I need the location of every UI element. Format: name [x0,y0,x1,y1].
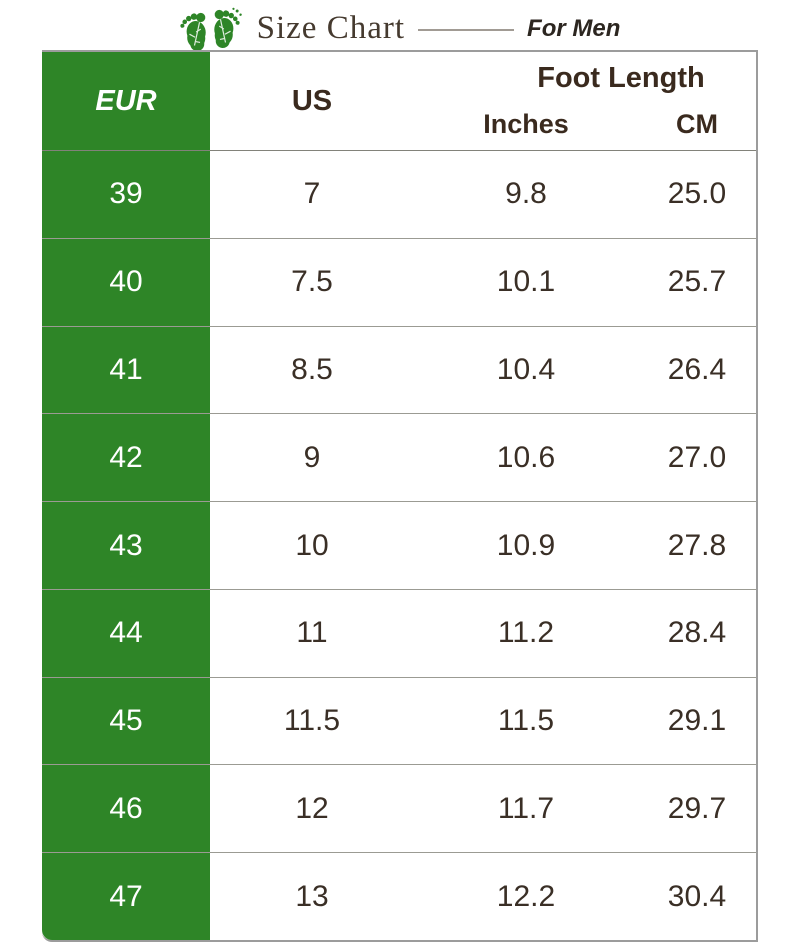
value-cell: 10 [295,528,329,562]
column-group-foot-length: Foot Length Inches CM [414,52,756,150]
value-cell: 7.5 [291,265,333,299]
table-row: 43 10 10.9 27.8 [42,501,756,589]
value-cell: 9.8 [505,177,547,211]
page-title: Size Chart [256,9,406,46]
column-header-foot-length: Foot Length [537,62,705,94]
column-header-inches: Inches [483,109,569,139]
value-cell: 27.8 [667,528,727,562]
value-cell: 12.2 [496,879,556,913]
table-row: 40 7.5 10.1 25.7 [42,237,756,326]
value-cell: 29.1 [667,704,727,738]
value-cell: 7 [303,177,321,211]
value-cell: 29.7 [667,791,727,825]
page-header: Size Chart For Men [0,0,800,56]
value-cell: 25.0 [667,177,727,211]
eur-size-cell: 44 [42,589,210,677]
value-cell: 30.4 [667,879,727,913]
eur-size-cell: 46 [42,765,210,853]
value-cell: 11.5 [283,704,341,738]
eur-size-cell: 45 [42,677,210,765]
value-cell: 10.9 [496,528,556,562]
footprints-icon [180,7,242,51]
value-cell: 12 [295,791,329,825]
table-row: 45 11.5 11.5 29.1 [42,676,756,765]
eur-size-cell: 41 [42,326,210,414]
table-header-row: EUR US Foot Length Inches CM [42,52,756,150]
audience-label: For Men [527,15,621,42]
value-cell: 10.6 [496,440,556,474]
eur-size-cell: 42 [42,414,210,502]
eur-size-cell: 39 [42,151,210,238]
value-cell: 9 [303,440,321,474]
table-body: 39 7 9.8 25.0 40 7.5 10.1 25.7 41 8.5 10.4 26.4 42 9 1… [42,150,756,941]
value-cell: 8.5 [291,352,333,386]
table-row: 46 12 11.7 29.7 [42,764,756,853]
value-cell: 28.4 [667,616,727,650]
value-cell: 11.7 [497,791,555,825]
value-cell: 11.5 [497,704,555,738]
value-cell: 13 [295,879,329,913]
column-header-eur: EUR [42,52,210,150]
value-cell: 11.2 [497,616,555,650]
column-header-us: US [291,84,333,117]
eur-size-cell: 43 [42,502,210,589]
value-cell: 10.4 [496,352,556,386]
foot-length-subheaders: Inches CM [414,101,756,147]
eur-size-cell: 40 [42,238,210,326]
value-cell: 11 [296,616,328,650]
table-row: 41 8.5 10.4 26.4 [42,325,756,414]
value-cell: 27.0 [667,440,727,474]
table-row: 42 9 10.6 27.0 [42,413,756,502]
column-header-cm: CM [676,109,718,139]
title-divider [418,29,515,31]
eur-size-cell: 47 [42,853,210,941]
size-table: EUR US Foot Length Inches CM 39 7 9.8 25.0 4… [42,50,758,942]
value-cell: 26.4 [667,352,727,386]
table-row: 44 11 11.2 28.4 [42,588,756,677]
table-row: 47 13 12.2 30.4 [42,852,756,941]
value-cell: 10.1 [496,265,556,299]
table-row: 39 7 9.8 25.0 [42,150,756,238]
value-cell: 25.7 [667,265,727,299]
